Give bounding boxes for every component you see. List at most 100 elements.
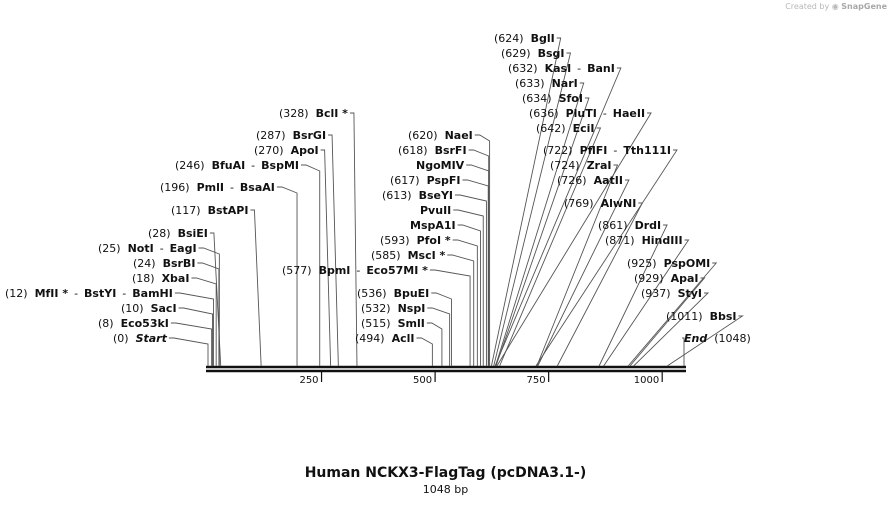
site-position-label: (532) [361, 302, 391, 315]
site-enzyme-label: KasI [545, 62, 572, 75]
site-enzyme-label: BsiEI [178, 227, 208, 240]
site-alwni: (769) AlwNI [556, 197, 644, 367]
site-connector [198, 247, 220, 366]
site-naei: (620) NaeI [408, 129, 491, 366]
site-enzyme-label: BseYI [419, 189, 453, 202]
site-connector [603, 239, 690, 367]
site-enzyme-label: SacI [151, 302, 177, 315]
site-connector [276, 186, 298, 366]
site-sfoi: (634) SfoI [495, 92, 590, 367]
site-position-label: (494) [355, 332, 385, 345]
site-position-label: (536) [357, 287, 387, 300]
site-connector [627, 262, 718, 367]
site-position-label: (617) [390, 174, 420, 187]
site-connector [174, 292, 214, 366]
snapgene-branding: Created by ◉ SnapGene [785, 2, 887, 11]
site-hindiii: (871) HindIII [603, 234, 690, 367]
site-acli: (494) AclI [355, 332, 433, 366]
site-position-label: (8) [98, 317, 114, 330]
map-length: 1048 bp [422, 483, 469, 496]
site-enzyme-label: NspI [398, 302, 426, 315]
branding-prefix: Created by [785, 2, 830, 11]
site-connector [490, 37, 562, 367]
site-connector [457, 224, 481, 366]
site-enzyme-label: PmlI [197, 181, 224, 194]
site-separator: - [251, 159, 255, 172]
site-apoi: (270) ApoI [254, 144, 332, 367]
site-enzyme-label: SmlI [398, 317, 425, 330]
site-connector [629, 277, 706, 367]
site-enzyme-label: PfoI * [417, 234, 451, 247]
site-connector [250, 209, 262, 367]
site-styi: (937) StyI [633, 287, 710, 367]
site-enzyme-label: BsrGI [293, 129, 326, 142]
site-zrai: (724) ZraI [536, 159, 619, 367]
site-eco53ki: (8) Eco53kI [98, 317, 213, 366]
site-position-label: (1048) [714, 332, 751, 345]
site-enzyme-label: BamHI [132, 287, 173, 300]
site-connector [495, 97, 590, 367]
site-connector [453, 209, 484, 366]
site-enzyme-label: DrdI [635, 219, 662, 232]
site-position-label: (861) [598, 219, 628, 232]
site-connector [535, 149, 678, 367]
site-connector [536, 164, 619, 367]
site-connector [682, 337, 685, 366]
site-msci: (585) MscI * [371, 249, 475, 366]
site-enzyme-label: PspOMI [664, 257, 711, 270]
site-connector [197, 262, 220, 366]
site-mfii: (12) MfII * - BstYI - BamHI [5, 287, 214, 366]
site-position-label: (28) [148, 227, 171, 240]
site-aatii: (726) AatII [537, 174, 630, 367]
site-enzyme-label: ApoI [291, 144, 319, 157]
site-enzyme-label: NotI [128, 242, 154, 255]
site-nspi: (532) NspI [361, 302, 451, 366]
site-enzyme-label: PflFI [580, 144, 608, 157]
site-connector [168, 337, 209, 366]
site-enzyme-label: PvuII [420, 204, 451, 217]
site-position-label: (246) [175, 159, 205, 172]
site-connector [494, 67, 622, 367]
site-connector [633, 292, 710, 367]
site-enzyme-label: MfII * [35, 287, 69, 300]
site-enzyme-label: BpmI [319, 264, 351, 277]
site-apai: (929) ApaI [629, 272, 706, 367]
site-position-label: (0) [113, 332, 129, 345]
site-position-label: (722) [543, 144, 573, 157]
site-ecii: (642) EciI [499, 122, 602, 367]
site-enzyme-label: XbaI [162, 272, 190, 285]
site-connector [496, 112, 652, 367]
site-bsrgi: (287) BsrGI [256, 129, 339, 367]
site-position-label: (585) [371, 249, 401, 262]
site-end: End (1048) [682, 332, 751, 366]
site-bfuai: (246) BfuAI - BspMI [175, 159, 321, 366]
site-position-label: (25) [98, 242, 121, 255]
tick-label: 750 [527, 375, 546, 386]
site-connector [493, 52, 572, 367]
site-bseyi: (613) BseYI [382, 189, 487, 366]
site-enzyme-label: AlwNI [601, 197, 637, 210]
site-connector [462, 179, 489, 366]
site-enzyme-label: EagI [170, 242, 197, 255]
site-position-label: (18) [132, 272, 155, 285]
site-position-label: (624) [494, 32, 524, 45]
site-enzyme-label: NarI [552, 77, 578, 90]
site-noti: (25) NotI - EagI [98, 242, 220, 366]
site-enzyme-label: BbsI [710, 310, 737, 323]
site-connector [474, 134, 491, 366]
tick-label: 250 [299, 375, 318, 386]
site-position-label: (117) [171, 204, 201, 217]
site-bcli: (328) BclI * [279, 107, 358, 367]
site-enzyme-label: StyI [678, 287, 702, 300]
site-bstapi: (117) BstAPI [171, 204, 262, 367]
site-position-label: (270) [254, 144, 284, 157]
tick-label: 500 [413, 375, 432, 386]
site-enzyme-label: BsrBI [163, 257, 196, 270]
site-position-label: (724) [550, 159, 580, 172]
site-connector [300, 164, 321, 366]
site-connector [468, 149, 490, 366]
map-title: Human NCKX3-FlagTag (pcDNA3.1-) [304, 465, 587, 481]
site-position-label: (577) [282, 264, 312, 277]
site-enzyme-label: HaeII [613, 107, 645, 120]
